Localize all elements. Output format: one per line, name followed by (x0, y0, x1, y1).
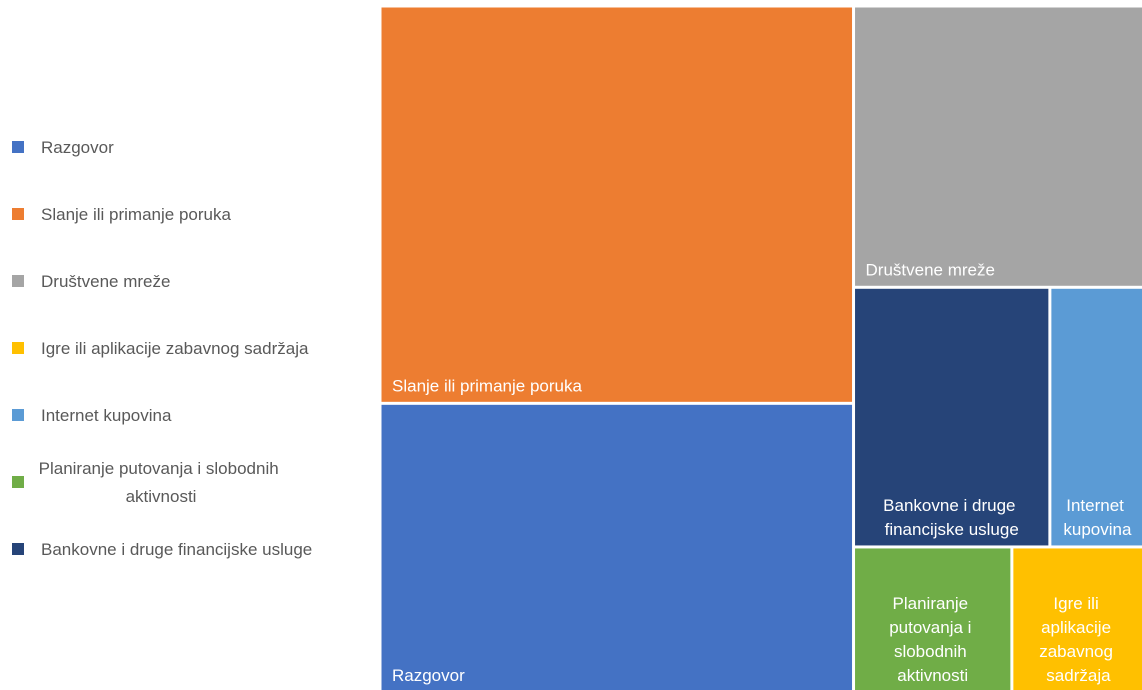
legend-label: Slanje ili primanje poruka (41, 205, 231, 224)
tile-label-line: kupovina (1063, 520, 1132, 539)
legend-label: Internet kupovina (41, 406, 172, 425)
tile-label-line: Planiranje (893, 594, 973, 613)
tile-label-line: Društvene mreže (866, 260, 995, 279)
legend-label-line: Internet kupovina (41, 406, 172, 425)
tile-label-line: Bankovne i druge (883, 496, 1020, 515)
tile-label: Igre ili aplikacije zabavnog sadržaja (1039, 594, 1117, 685)
tile-label-line: putovanja i (889, 618, 976, 637)
tile (1051, 288, 1142, 546)
tile-label: Društvene mreže (866, 260, 995, 279)
tile-label: Slanje ili primanje poruka (392, 376, 582, 395)
tile-label: Internet kupovina (1063, 496, 1132, 539)
tile (855, 288, 1049, 546)
tile (1013, 548, 1142, 690)
tile (381, 404, 853, 690)
legend-label-line: Društvene mreže (41, 272, 170, 291)
legend-label-line: Slanje ili primanje poruka (41, 205, 231, 224)
tile-label: Razgovor (392, 666, 465, 685)
tile-label-line: Razgovor (392, 666, 465, 685)
tile-label-line: sadržaja (1046, 666, 1111, 685)
legend-swatch (12, 275, 24, 287)
legend-swatch (12, 409, 24, 421)
tile-label-line: zabavnog (1039, 642, 1117, 661)
legend-label-line: Igre ili aplikacije zabavnog sadržaja (41, 339, 309, 358)
legend-swatch (12, 141, 24, 153)
legend-label: Razgovor (41, 138, 114, 157)
tile (381, 7, 853, 402)
tile-label-line: Internet (1066, 496, 1128, 515)
tile-label-line: financijske usluge (885, 520, 1019, 539)
legend-label-line: Planiranje putovanja i slobodnih (39, 459, 284, 478)
legend-label-line: Razgovor (41, 138, 114, 157)
tile (855, 548, 1011, 690)
tile (855, 7, 1142, 286)
legend-label-line: aktivnosti (126, 487, 197, 506)
legend-label: Društvene mreže (41, 272, 170, 291)
legend-swatch (12, 476, 24, 488)
legend-label: Igre ili aplikacije zabavnog sadržaja (41, 339, 309, 358)
legend-swatch (12, 543, 24, 555)
tile-label-line: aplikacije (1041, 618, 1116, 637)
tile-label-line: Igre ili (1053, 594, 1103, 613)
legend-swatch (12, 208, 24, 220)
legend-label-line: Bankovne i druge financijske usluge (41, 540, 312, 559)
legend-label: Planiranje putovanja i slobodnih aktivno… (39, 459, 284, 506)
legend-swatch (12, 342, 24, 354)
legend-label: Bankovne i druge financijske usluge (41, 540, 312, 559)
tile-label-line: Slanje ili primanje poruka (392, 376, 582, 395)
tile-label: Bankovne i druge financijske usluge (883, 496, 1020, 539)
tile-label-line: aktivnosti (897, 666, 968, 685)
tile-label: Planiranje putovanja i slobodnih aktivno… (889, 594, 976, 685)
tile-label-line: slobodnih (894, 642, 972, 661)
